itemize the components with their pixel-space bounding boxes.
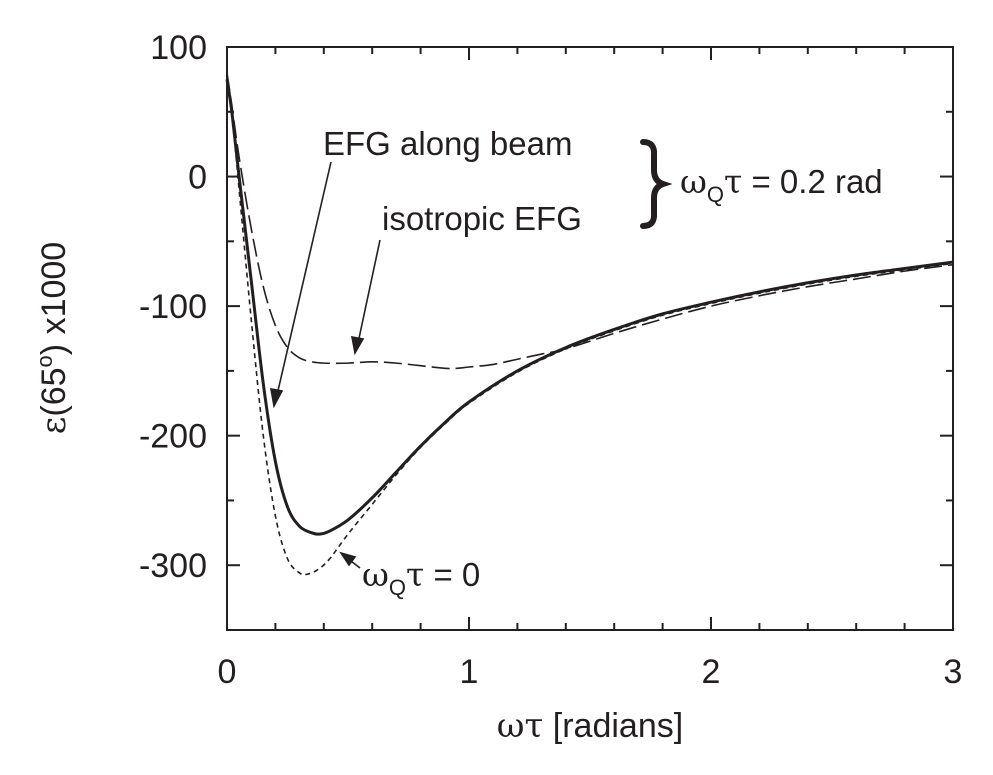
arrow-efg-beam-head	[270, 388, 284, 409]
y-tick-label: -300	[139, 547, 207, 585]
y-axis-label-text-b: ) x1000	[35, 242, 73, 355]
arrow-isotropic-line	[357, 239, 381, 344]
series-line-solid	[225, 79, 954, 536]
series-line-dashed-short	[226, 75, 954, 576]
y-tick-label: 100	[150, 29, 207, 67]
annotation-efg-along-beam: EFG along beam	[323, 125, 572, 162]
y-axis-label: ε(65o) x1000	[32, 242, 74, 434]
series-line-dashed-long	[226, 72, 954, 370]
axis-ticks	[226, 46, 954, 631]
zero-subscript: Q	[389, 575, 406, 600]
y-tick-label: 0	[188, 159, 207, 197]
arrow-isotropic-head	[350, 336, 365, 356]
y-axis-label-symbol: ε	[34, 417, 74, 435]
y-tick-label: -100	[139, 288, 207, 326]
x-axis-label: ωτ [radians]	[497, 706, 683, 746]
zero-omega: ω	[362, 555, 389, 594]
x-tick-label: 2	[702, 653, 721, 691]
annotation-omega-q-tau-02: ωQτ = 0.2 rad	[680, 162, 883, 207]
annotation-isotropic-efg: isotropic EFG	[382, 200, 582, 237]
bracket-value: = 0.2 rad	[742, 163, 882, 200]
plot-frame	[226, 46, 954, 631]
bracket-subscript: Q	[707, 182, 724, 207]
brace-icon	[640, 139, 673, 229]
x-axis-label-text: [radians]	[543, 707, 683, 745]
x-tick-label: 1	[460, 653, 479, 691]
tick-labels: 0 1 2 3 100 0 -100 -200 -300	[139, 29, 963, 691]
bracket-omega: ω	[680, 162, 707, 201]
annotation-omega-q-tau-0: ωQτ = 0	[362, 555, 480, 600]
x-tick-label: 3	[944, 653, 963, 691]
annotation-arrows	[270, 161, 381, 569]
x-axis-label-symbol: ωτ	[497, 706, 544, 746]
bracket-tau: τ	[724, 162, 742, 201]
zero-tau: τ	[406, 555, 424, 594]
y-tick-label: -200	[139, 418, 207, 456]
y-axis-label-sup: o	[32, 355, 57, 367]
arrow-zero-head	[339, 551, 357, 567]
y-axis-label-text-a: (65	[35, 367, 73, 416]
arrow-efg-beam-line	[276, 161, 332, 396]
series-curves	[225, 72, 954, 576]
x-tick-label: 0	[218, 653, 237, 691]
zero-value: = 0	[424, 556, 480, 593]
